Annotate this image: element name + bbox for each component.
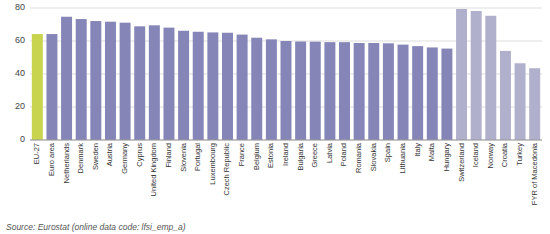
bar [529,68,540,140]
bar [46,34,57,140]
x-tick-label: Germany [120,143,129,174]
grid [30,8,542,140]
bar [500,51,511,140]
x-tick-label: Portugal [193,143,202,171]
x-tick-label: Bulgaria [296,142,305,170]
y-tick-label: 60 [15,35,25,45]
x-tick-label: Ireland [281,143,290,166]
x-tick-label: Slovakia [369,142,378,171]
grid-line [30,140,542,141]
bar [193,32,204,140]
x-tick-label: Denmark [76,143,85,174]
bar [295,41,306,140]
x-tick-label: Norway [486,143,495,169]
x-axis: EU-27 Euro area Netherlands Denmark Sweden Au… [32,142,538,205]
x-tick-label: Euro area [47,142,56,176]
x-tick-label: Spain [383,143,392,162]
bar [251,38,262,140]
x-tick-label: Czech Republic [222,143,231,196]
x-tick-label: Luxembourg [208,143,217,185]
bar [383,43,394,140]
y-tick-label: 20 [15,101,25,111]
bar [412,46,423,140]
x-tick-label: Slovenia [179,142,188,172]
bars [32,9,540,140]
bar [281,41,292,140]
bar [427,47,438,140]
x-tick-label: Hungary [442,143,451,172]
chart-svg: 0 20 40 60 80 EU-27 Euro area Netherlands Denmar… [0,0,550,234]
x-tick-label: Austria [105,142,114,166]
bar [237,35,248,140]
x-tick-label: Lithuania [398,142,407,173]
x-tick-label: Cyprus [135,143,144,167]
x-tick-label: United Kingdom [149,143,158,196]
bar [134,26,145,140]
y-tick-label: 0 [20,134,25,144]
x-tick-label: Italy [413,143,422,157]
x-tick-label: Latvia [325,142,334,163]
x-axis-line [30,140,542,141]
x-tick-label: Croatia [500,142,509,167]
x-tick-label: Sweden [91,143,100,170]
x-tick-label: Netherlands [62,143,71,184]
bar [61,17,72,140]
bar [32,34,43,140]
x-tick-label: EU-27 [32,143,41,164]
x-tick-label: Estonia [266,142,275,168]
bar [90,21,101,140]
x-tick-label: FYR of Macedonia [530,142,539,205]
y-tick-label: 40 [15,68,25,78]
bar [120,23,131,140]
x-tick-label: Malta [427,142,436,161]
x-tick-label: France [237,143,246,166]
x-tick-label: Poland [339,143,348,166]
bar [398,45,409,140]
bar [105,22,116,140]
x-tick-label: Switzerland [457,143,466,182]
bar [266,39,277,140]
bar [149,25,160,140]
bar [485,16,496,140]
bar [163,28,174,140]
bar [324,42,335,140]
bar [441,49,452,140]
bar [76,19,87,140]
x-tick-label: Romania [354,142,363,173]
bar [471,11,482,140]
x-tick-label: Belgium [252,143,261,170]
x-tick-label: Greece [310,143,319,168]
bar [368,43,379,140]
x-tick-label: Iceland [471,143,480,167]
source-note: Source: Eurostat (online data code: lfsi… [6,222,186,232]
bar [178,31,189,140]
bar [515,63,526,140]
bar [339,42,350,140]
bar [354,43,365,140]
y-axis: 0 20 40 60 80 [15,2,25,144]
bar [456,9,467,140]
bar [310,42,321,140]
grid-line [30,8,542,9]
y-tick-label: 80 [15,2,25,12]
chart-container: 0 20 40 60 80 EU-27 Euro area Netherlands Denmar… [0,0,550,234]
bar [207,32,218,140]
x-tick-label: Turkey [515,143,524,166]
bar [222,33,233,140]
x-tick-label: Finland [164,143,173,168]
